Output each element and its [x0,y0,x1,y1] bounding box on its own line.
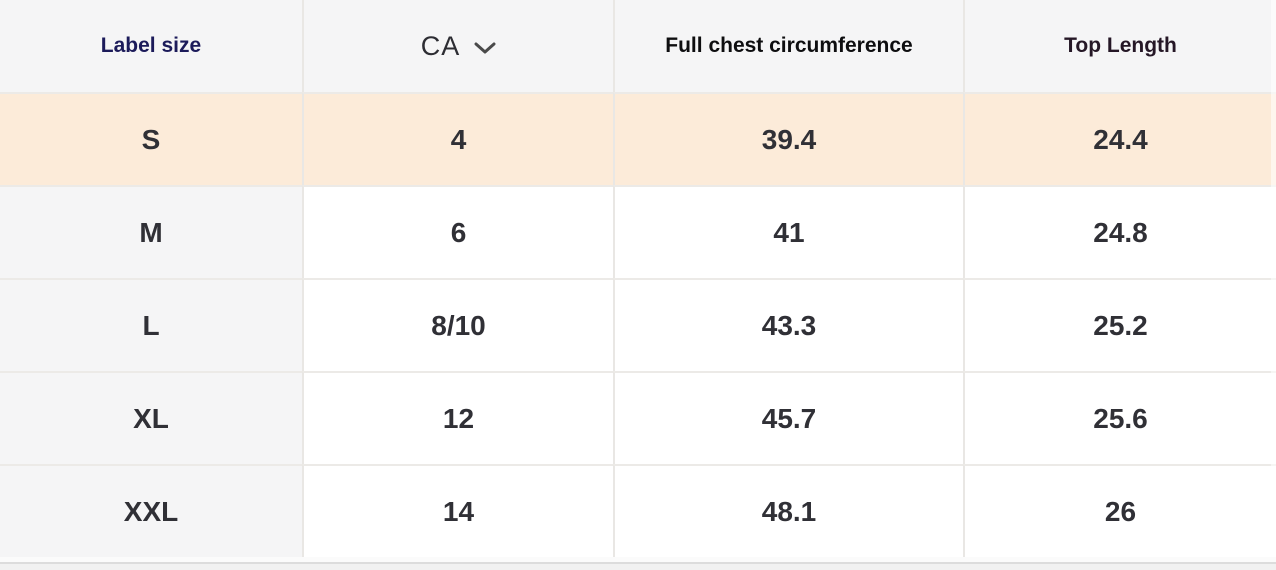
column-header-country-selector[interactable]: CA [302,0,613,92]
column-header-chest-text: Full chest circumference [665,34,913,57]
cell-chest-circumference: 43.3 [613,278,963,371]
cell-top-length: 26 [963,464,1276,557]
table-body: S 4 39.4 24.4 M 6 41 24.8 L 8/10 43.3 25… [0,92,1276,557]
cell-top-length: 24.4 [963,92,1276,185]
cell-chest-circumference: 39.4 [613,92,963,185]
cell-label-size: S [0,92,302,185]
country-selector-value[interactable]: CA [420,30,461,61]
cell-label-size: XXL [0,464,302,557]
cell-chest-circumference: 48.1 [613,464,963,557]
cell-label-size: XL [0,371,302,464]
table-row[interactable]: XXL 14 48.1 26 [0,464,1276,557]
cell-ca-size: 14 [302,464,613,557]
bottom-divider-shade [0,564,1276,570]
column-header-label-size: Label size [0,0,302,92]
cell-label-size: M [0,185,302,278]
table-header-row: Label size CA Full chest circumference T… [0,0,1276,92]
cell-ca-size: 6 [302,185,613,278]
cell-top-length: 25.2 [963,278,1276,371]
column-header-label-size-text: Label size [100,34,202,57]
table-row[interactable]: S 4 39.4 24.4 [0,92,1276,185]
cell-ca-size: 8/10 [302,278,613,371]
bottom-divider [0,557,1276,570]
cell-ca-size: 4 [302,92,613,185]
bottom-divider-gap [0,557,1276,562]
cell-top-length: 25.6 [963,371,1276,464]
table-row[interactable]: L 8/10 43.3 25.2 [0,278,1276,371]
table-row[interactable]: M 6 41 24.8 [0,185,1276,278]
bottom-divider-rule [0,562,1276,564]
column-header-top-length: Top Length [963,0,1276,92]
table-row[interactable]: XL 12 45.7 25.6 [0,371,1276,464]
column-header-chest: Full chest circumference [613,0,963,92]
cell-ca-size: 12 [302,371,613,464]
cell-chest-circumference: 45.7 [613,371,963,464]
cell-chest-circumference: 41 [613,185,963,278]
cell-label-size: L [0,278,302,371]
chevron-down-icon [474,42,496,53]
column-header-top-length-text: Top Length [1064,34,1177,57]
cell-top-length: 24.8 [963,185,1276,278]
